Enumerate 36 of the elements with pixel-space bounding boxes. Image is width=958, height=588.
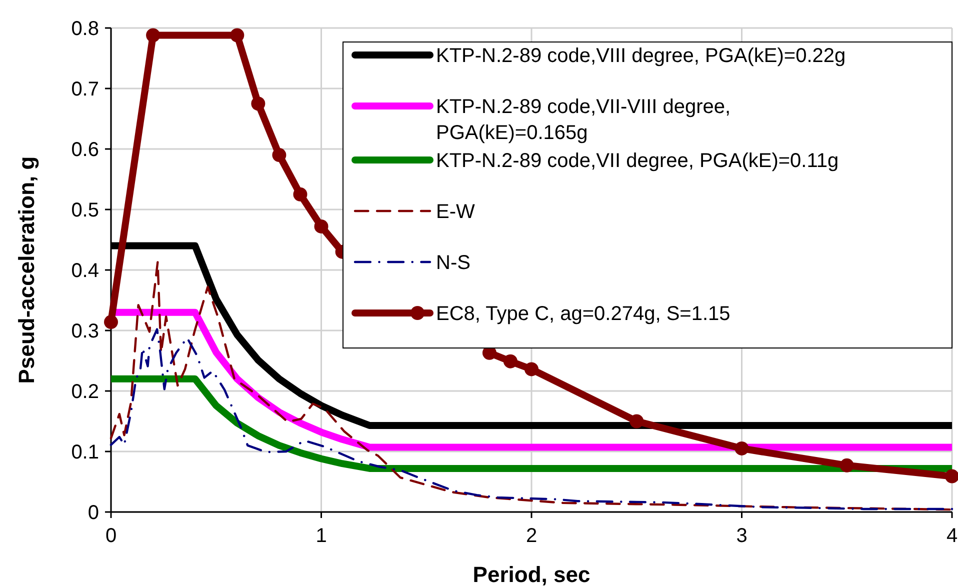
- point: [314, 219, 328, 234]
- legend-label: EC8, Type C, ag=0.274g, S=1.15: [436, 303, 730, 325]
- y-tick-label: 0.2: [71, 381, 99, 403]
- point: [230, 28, 244, 42]
- point: [630, 414, 644, 428]
- legend-label: N-S: [436, 252, 470, 274]
- legend-label: KTP-N.2-89 code,VII degree, PGA(kE)=0.11g: [436, 150, 839, 172]
- y-tick-label: 0.3: [71, 320, 99, 342]
- legend-label: E-W: [436, 201, 475, 223]
- point: [293, 187, 308, 202]
- x-axis-title: Period, sec: [472, 562, 590, 587]
- x-tick-label: 2: [526, 525, 538, 547]
- x-tick-label: 0: [105, 525, 117, 547]
- point: [272, 148, 286, 162]
- y-tick-label: 0: [88, 502, 99, 524]
- y-tick-label: 0.6: [71, 139, 99, 161]
- point: [734, 441, 749, 456]
- point: [503, 354, 518, 368]
- y-tick-label: 0.5: [71, 200, 99, 222]
- point: [146, 28, 160, 42]
- y-tick-label: 0.1: [71, 442, 99, 464]
- y-tick-label: 0.7: [71, 78, 99, 100]
- x-tick-label: 4: [946, 525, 958, 547]
- x-tick-label: 1: [316, 525, 327, 547]
- legend-label: KTP-N.2-89 code,VII-VIII degree, PGA(kE)=0.165g: [436, 96, 731, 144]
- point: [945, 469, 958, 484]
- point: [104, 315, 118, 330]
- point: [524, 362, 538, 376]
- y-tick-label: 0.8: [71, 18, 99, 40]
- y-tick-label: 0.4: [71, 260, 99, 282]
- line-series: [110, 328, 954, 510]
- point: [251, 96, 266, 111]
- point: [840, 458, 854, 472]
- legend-label: KTP-N.2-89 code,VIII degree, PGA(kE)=0.22g: [436, 45, 846, 67]
- y-axis-title: Pseud-acceleration, g: [14, 156, 39, 384]
- x-tick-label: 3: [736, 525, 748, 547]
